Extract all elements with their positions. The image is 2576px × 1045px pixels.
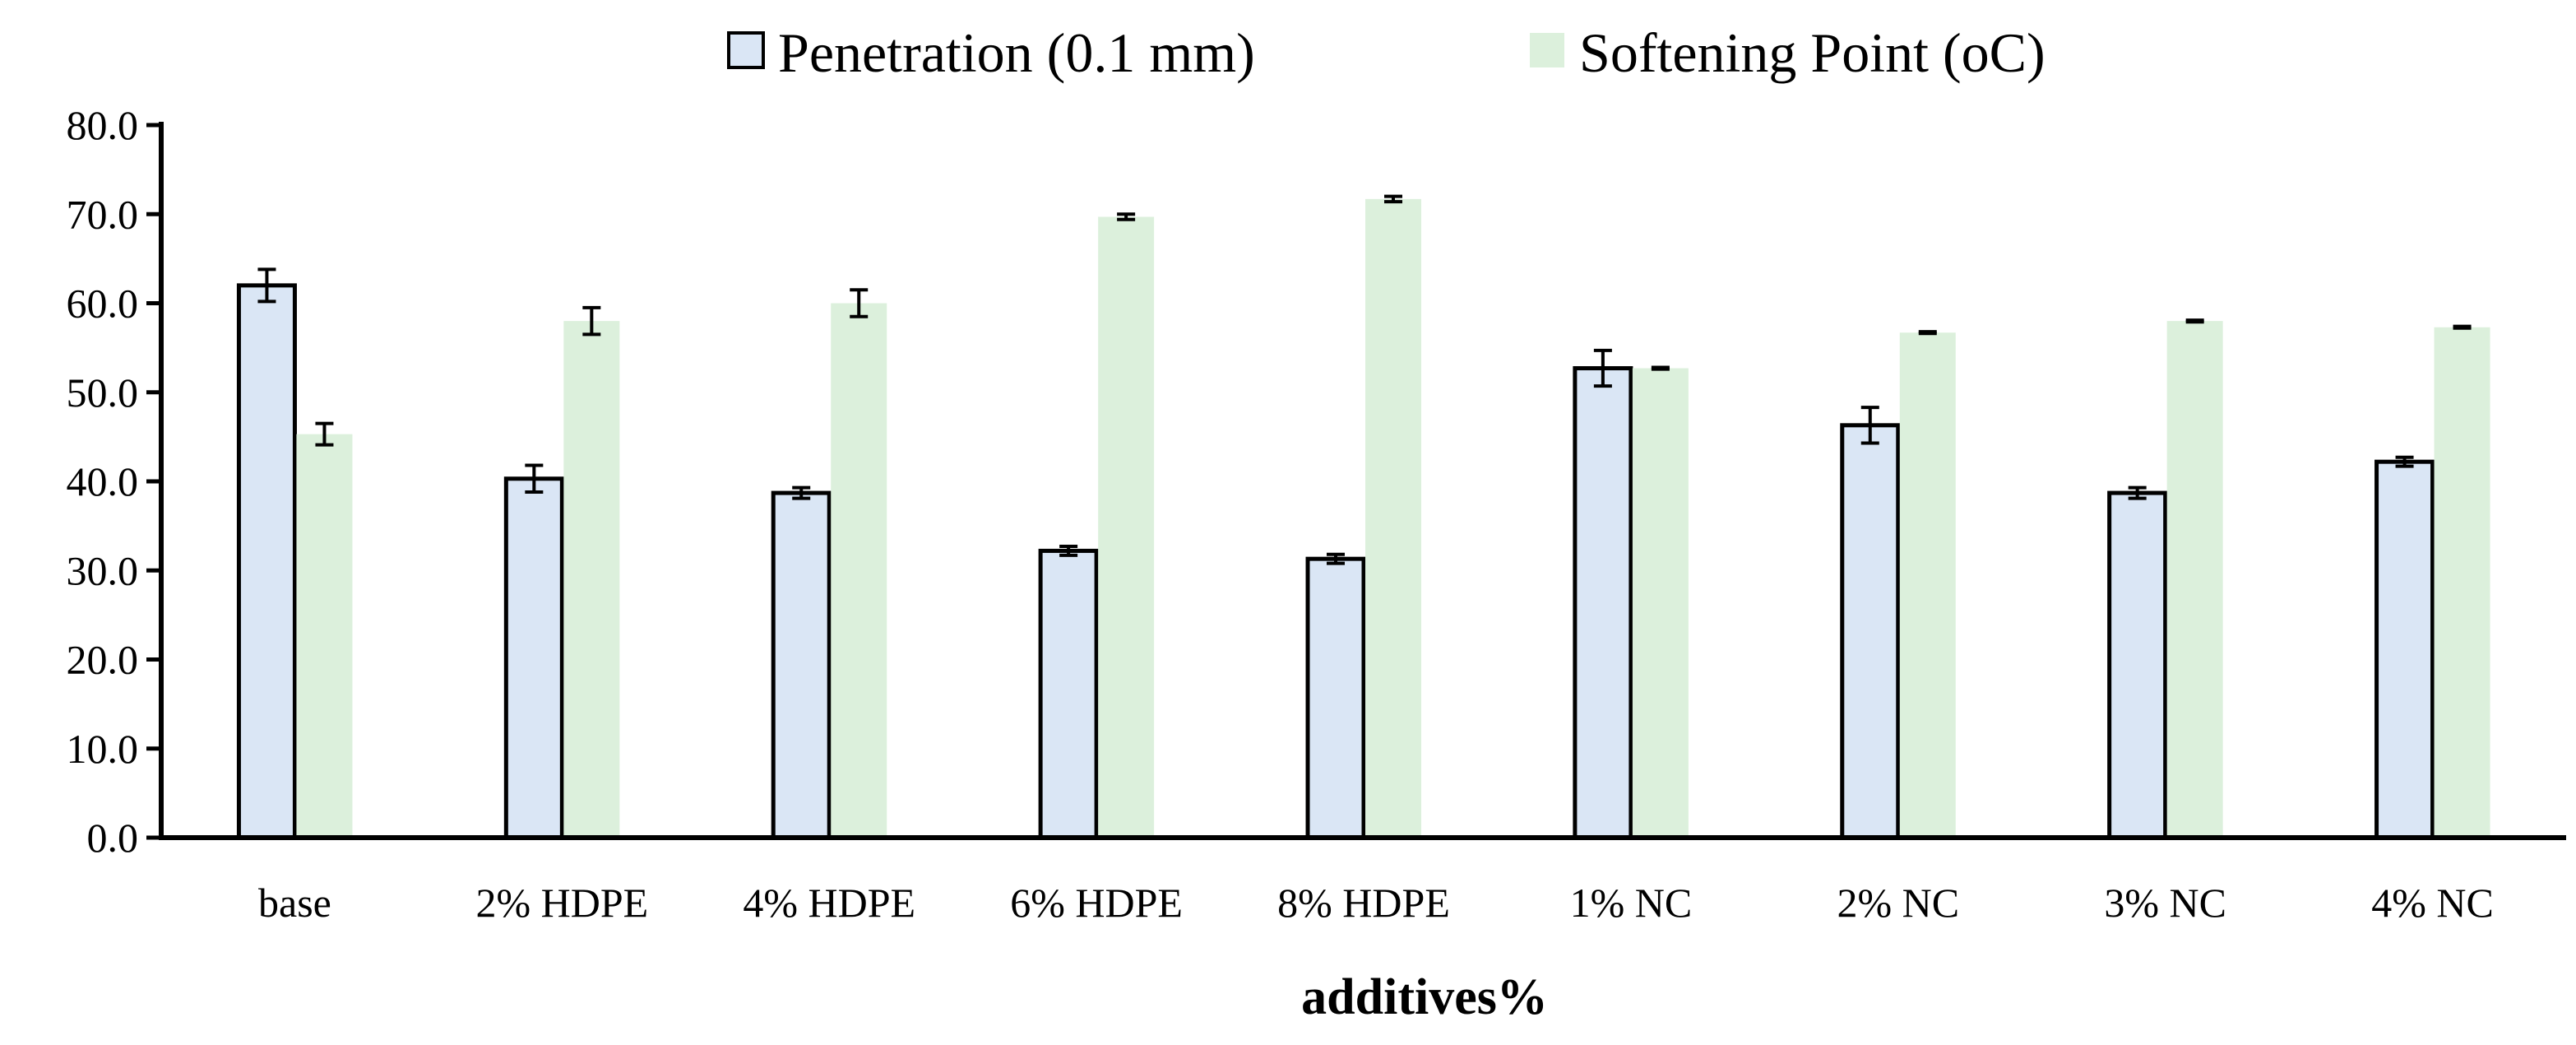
x-category-label: 3% NC [2104, 880, 2226, 926]
bar-softening [1098, 216, 1155, 838]
error-bars [257, 194, 2472, 565]
x-category-label: 2% HDPE [475, 880, 648, 926]
y-tick-label: 40.0 [67, 458, 139, 504]
x-category-label: 8% HDPE [1277, 880, 1450, 926]
y-tick-label: 50.0 [67, 369, 139, 416]
errorbar-softening [2453, 324, 2472, 330]
x-category-label: base [258, 880, 331, 926]
errorbar-softening [1918, 330, 1937, 336]
errorbar-penetration [792, 485, 811, 500]
bar-softening [2434, 327, 2490, 838]
y-tick-label: 70.0 [67, 191, 139, 237]
bar-softening [1365, 198, 1421, 838]
bar-penetration [1038, 548, 1099, 840]
y-tick-label: 0.0 [87, 815, 139, 861]
legend-label-softening: Softening Point (oC) [1579, 21, 2046, 84]
bar-softening [563, 321, 620, 838]
legend-swatch-softening [1530, 33, 1564, 67]
y-tick-label: 20.0 [67, 637, 139, 683]
bar-softening [1899, 332, 1956, 838]
bar-penetration [2374, 459, 2435, 840]
y-axis-ticks: 0.0 10.0 20.0 30.0 40.0 50.0 60.0 70.0 80.0 [67, 102, 161, 861]
errorbar-penetration [525, 463, 544, 494]
bar-penetration [1305, 556, 1366, 840]
bar-penetration [2107, 490, 2168, 840]
errorbar-penetration [1860, 406, 1879, 445]
bar-softening [831, 303, 887, 838]
bar-penetration [1840, 423, 1901, 840]
errorbar-penetration [1593, 348, 1612, 388]
errorbar-penetration [257, 267, 276, 304]
legend: Penetration (0.1 mm) Softening Point (oC… [727, 21, 2046, 84]
errorbar-softening [850, 288, 869, 318]
x-axis-category-labels: base 2% HDPE 4% HDPE 6% HDPE 8% HDPE 1% NC 2% … [258, 880, 2494, 926]
bar-penetration [1573, 366, 1633, 840]
bar-penetration [771, 490, 832, 840]
errorbar-penetration [2395, 455, 2414, 468]
errorbar-softening [582, 305, 601, 337]
y-tick-label: 10.0 [67, 726, 139, 772]
y-tick-label: 60.0 [67, 281, 139, 327]
errorbar-softening [1384, 194, 1402, 204]
bar-softening [2166, 321, 2223, 838]
bar-penetration [503, 476, 564, 840]
errorbar-softening [1117, 212, 1136, 221]
errorbar-softening [315, 421, 334, 447]
bar-softening [1632, 368, 1689, 838]
bar-softening [296, 434, 353, 838]
y-tick-label: 80.0 [67, 102, 139, 148]
errorbar-softening [2185, 318, 2204, 324]
x-axis-title: additives% [1301, 969, 1548, 1025]
errorbar-penetration [2128, 485, 2147, 500]
legend-swatch-penetration [727, 31, 765, 69]
x-category-label: 2% NC [1837, 880, 1959, 926]
x-category-label: 1% NC [1570, 880, 1693, 926]
legend-label-penetration: Penetration (0.1 mm) [778, 21, 1255, 84]
x-category-label: 4% NC [2371, 880, 2494, 926]
errorbar-penetration [1327, 552, 1345, 565]
bar-penetration [236, 283, 297, 840]
bars [236, 198, 2490, 840]
y-tick-label: 30.0 [67, 547, 139, 593]
axes [159, 122, 2566, 840]
x-category-label: 6% HDPE [1010, 880, 1183, 926]
x-category-label: 4% HDPE [743, 880, 915, 926]
errorbar-softening [1651, 365, 1670, 371]
errorbar-penetration [1059, 545, 1078, 557]
